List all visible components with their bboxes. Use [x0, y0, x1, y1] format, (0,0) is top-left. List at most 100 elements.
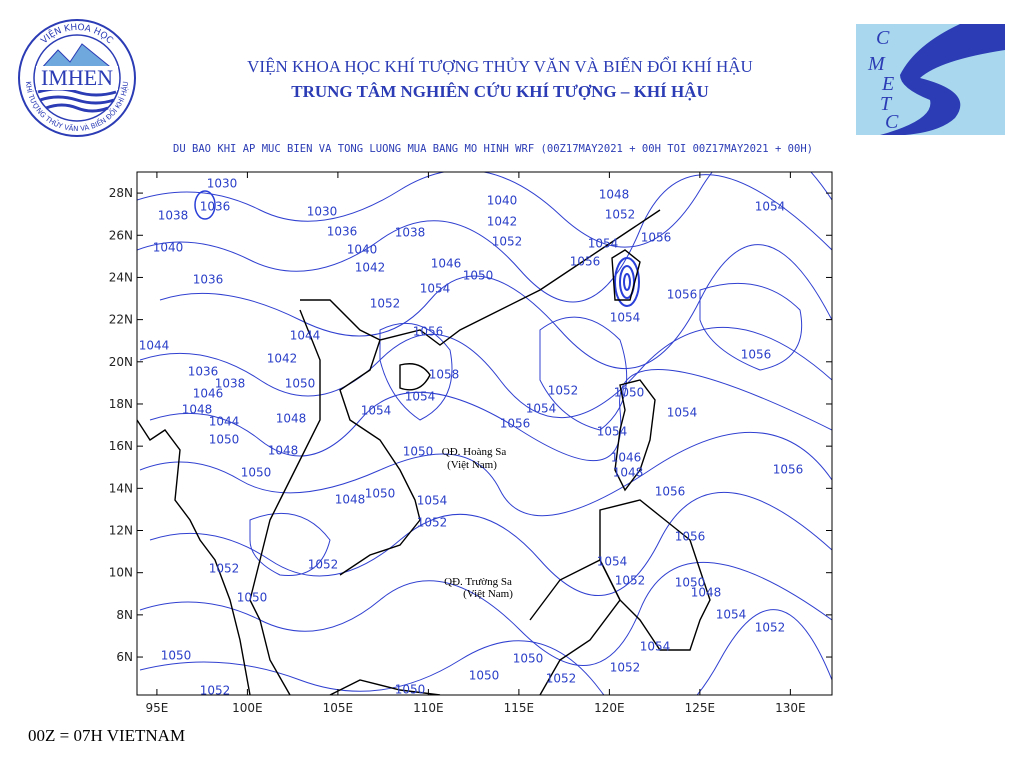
- isobar-label: 1052: [200, 684, 231, 698]
- isobar-label: 1054: [716, 608, 747, 622]
- isobar-label: 1036: [188, 365, 219, 379]
- isobar-label: 1030: [207, 177, 238, 191]
- y-tick-label: 12N: [109, 524, 133, 538]
- isobar-label: 1054: [597, 425, 628, 439]
- x-tick-label: 105E: [323, 701, 354, 715]
- isobar-label: 1038: [215, 377, 246, 391]
- isobar-label: 1046: [611, 451, 642, 465]
- y-tick-label: 10N: [109, 566, 133, 580]
- logo-letter: C: [876, 27, 890, 49]
- isobar-label: 1054: [526, 402, 557, 416]
- isobar-label: 1054: [588, 237, 619, 251]
- y-tick-label: 6N: [116, 650, 133, 664]
- logo-letter: T: [880, 93, 893, 115]
- x-tick-label: 115E: [504, 701, 535, 715]
- isobar-label: 1044: [290, 329, 321, 343]
- isobar-label: 1050: [285, 377, 316, 391]
- isobar-label: 1044: [209, 415, 240, 429]
- footer-note: 00Z = 07H VIETNAM: [28, 726, 185, 745]
- logo-text: IMHEN: [41, 65, 113, 90]
- isobar-label: 1054: [597, 555, 628, 569]
- island-label: (Việt Nam): [463, 588, 513, 600]
- isobar-label: 1056: [413, 325, 444, 339]
- y-tick-label: 24N: [109, 270, 133, 284]
- map-frame: [136, 171, 833, 696]
- x-tick-label: 120E: [594, 701, 625, 715]
- isobar-label: 1042: [487, 215, 518, 229]
- isobar-label: 1054: [640, 640, 671, 654]
- isobar-label: 1036: [327, 225, 358, 239]
- isobar-label: 1050: [463, 269, 494, 283]
- logo-letter: E: [881, 73, 894, 95]
- isobar-label: 1052: [370, 297, 401, 311]
- isobar-label: 1048: [268, 444, 299, 458]
- isobar-label: 1052: [209, 562, 240, 576]
- isobar-label: 1042: [267, 352, 298, 366]
- isobar-label: 1030: [307, 205, 338, 219]
- isobar-label: 1050: [161, 649, 192, 663]
- x-tick-label: 100E: [232, 701, 263, 715]
- center-title: TRUNG TÂM NGHIÊN CỨU KHÍ TƯỢNG – KHÍ HẬU: [291, 82, 708, 101]
- isobar-label: 1040: [487, 194, 518, 208]
- y-tick-label: 8N: [116, 608, 133, 622]
- isobar-label: 1052: [615, 574, 646, 588]
- isobar-label: 1048: [613, 466, 644, 480]
- isobar-label: 1056: [500, 417, 531, 431]
- isobar-label: 1050: [675, 576, 706, 590]
- imhen-logo: IMHEN VIỆN KHOA HỌC KHÍ TƯỢNG THỦY VĂN V…: [18, 19, 136, 137]
- isobar-label: 1052: [605, 208, 636, 222]
- isobar-label: 1054: [667, 406, 698, 420]
- isobar-label: 1056: [641, 231, 672, 245]
- isobar-label: 1048: [335, 493, 366, 507]
- x-tick-label: 130E: [775, 701, 806, 715]
- isobar-label: 1048: [691, 586, 722, 600]
- isobar-label: 1038: [158, 209, 189, 223]
- isobar-label: 1038: [395, 226, 426, 240]
- y-tick-label: 16N: [109, 439, 133, 453]
- isobar-label: 1050: [395, 683, 426, 697]
- logo-letter: M: [867, 53, 886, 75]
- isobar-label: 1056: [655, 485, 686, 499]
- x-tick-label: 110E: [413, 701, 444, 715]
- map-title: DU BAO KHI AP MUC BIEN VA TONG LUONG MUA…: [173, 142, 813, 155]
- isobar-label: 1056: [741, 348, 772, 362]
- isobar-label: 1044: [139, 339, 170, 353]
- island-label: QĐ. Hoàng Sa: [442, 446, 507, 458]
- y-tick-label: 22N: [109, 313, 133, 327]
- y-tick-label: 18N: [109, 397, 133, 411]
- isobar-label: 1048: [599, 188, 630, 202]
- isobar-label: 1048: [182, 403, 213, 417]
- island-label: (Việt Nam): [447, 459, 497, 471]
- isobar-label: 1056: [667, 288, 698, 302]
- isobar-label: 1050: [403, 445, 434, 459]
- isobar-label: 1052: [492, 235, 523, 249]
- isobar-label: 1054: [417, 494, 448, 508]
- logo-s: [880, 24, 1005, 135]
- isobar-label: 1052: [546, 672, 577, 686]
- isobar-label: 1050: [209, 433, 240, 447]
- isobar-label: 1046: [431, 257, 462, 271]
- isobar-label: 1050: [365, 487, 396, 501]
- isobar-label: 1054: [755, 200, 786, 214]
- isobar-label: 1052: [548, 384, 579, 398]
- isobar-label: 1050: [237, 591, 268, 605]
- logo-letter: C: [885, 111, 899, 133]
- isobar-label: 1046: [193, 387, 224, 401]
- island-label: QĐ. Trường Sa: [444, 576, 512, 588]
- y-tick-label: 20N: [109, 355, 133, 369]
- isobar-label: 1052: [308, 558, 339, 572]
- isobar-label: 1040: [347, 243, 378, 257]
- coastlines: [137, 209, 711, 695]
- isobar-label: 1036: [193, 273, 224, 287]
- x-tick-label: 125E: [685, 701, 716, 715]
- y-tick-label: 28N: [109, 186, 133, 200]
- isobar-label: 1054: [405, 390, 436, 404]
- x-tick-label: 95E: [145, 701, 168, 715]
- isobars: [137, 172, 832, 695]
- isobar-label: 1042: [355, 261, 386, 275]
- isobar-label: 1050: [241, 466, 272, 480]
